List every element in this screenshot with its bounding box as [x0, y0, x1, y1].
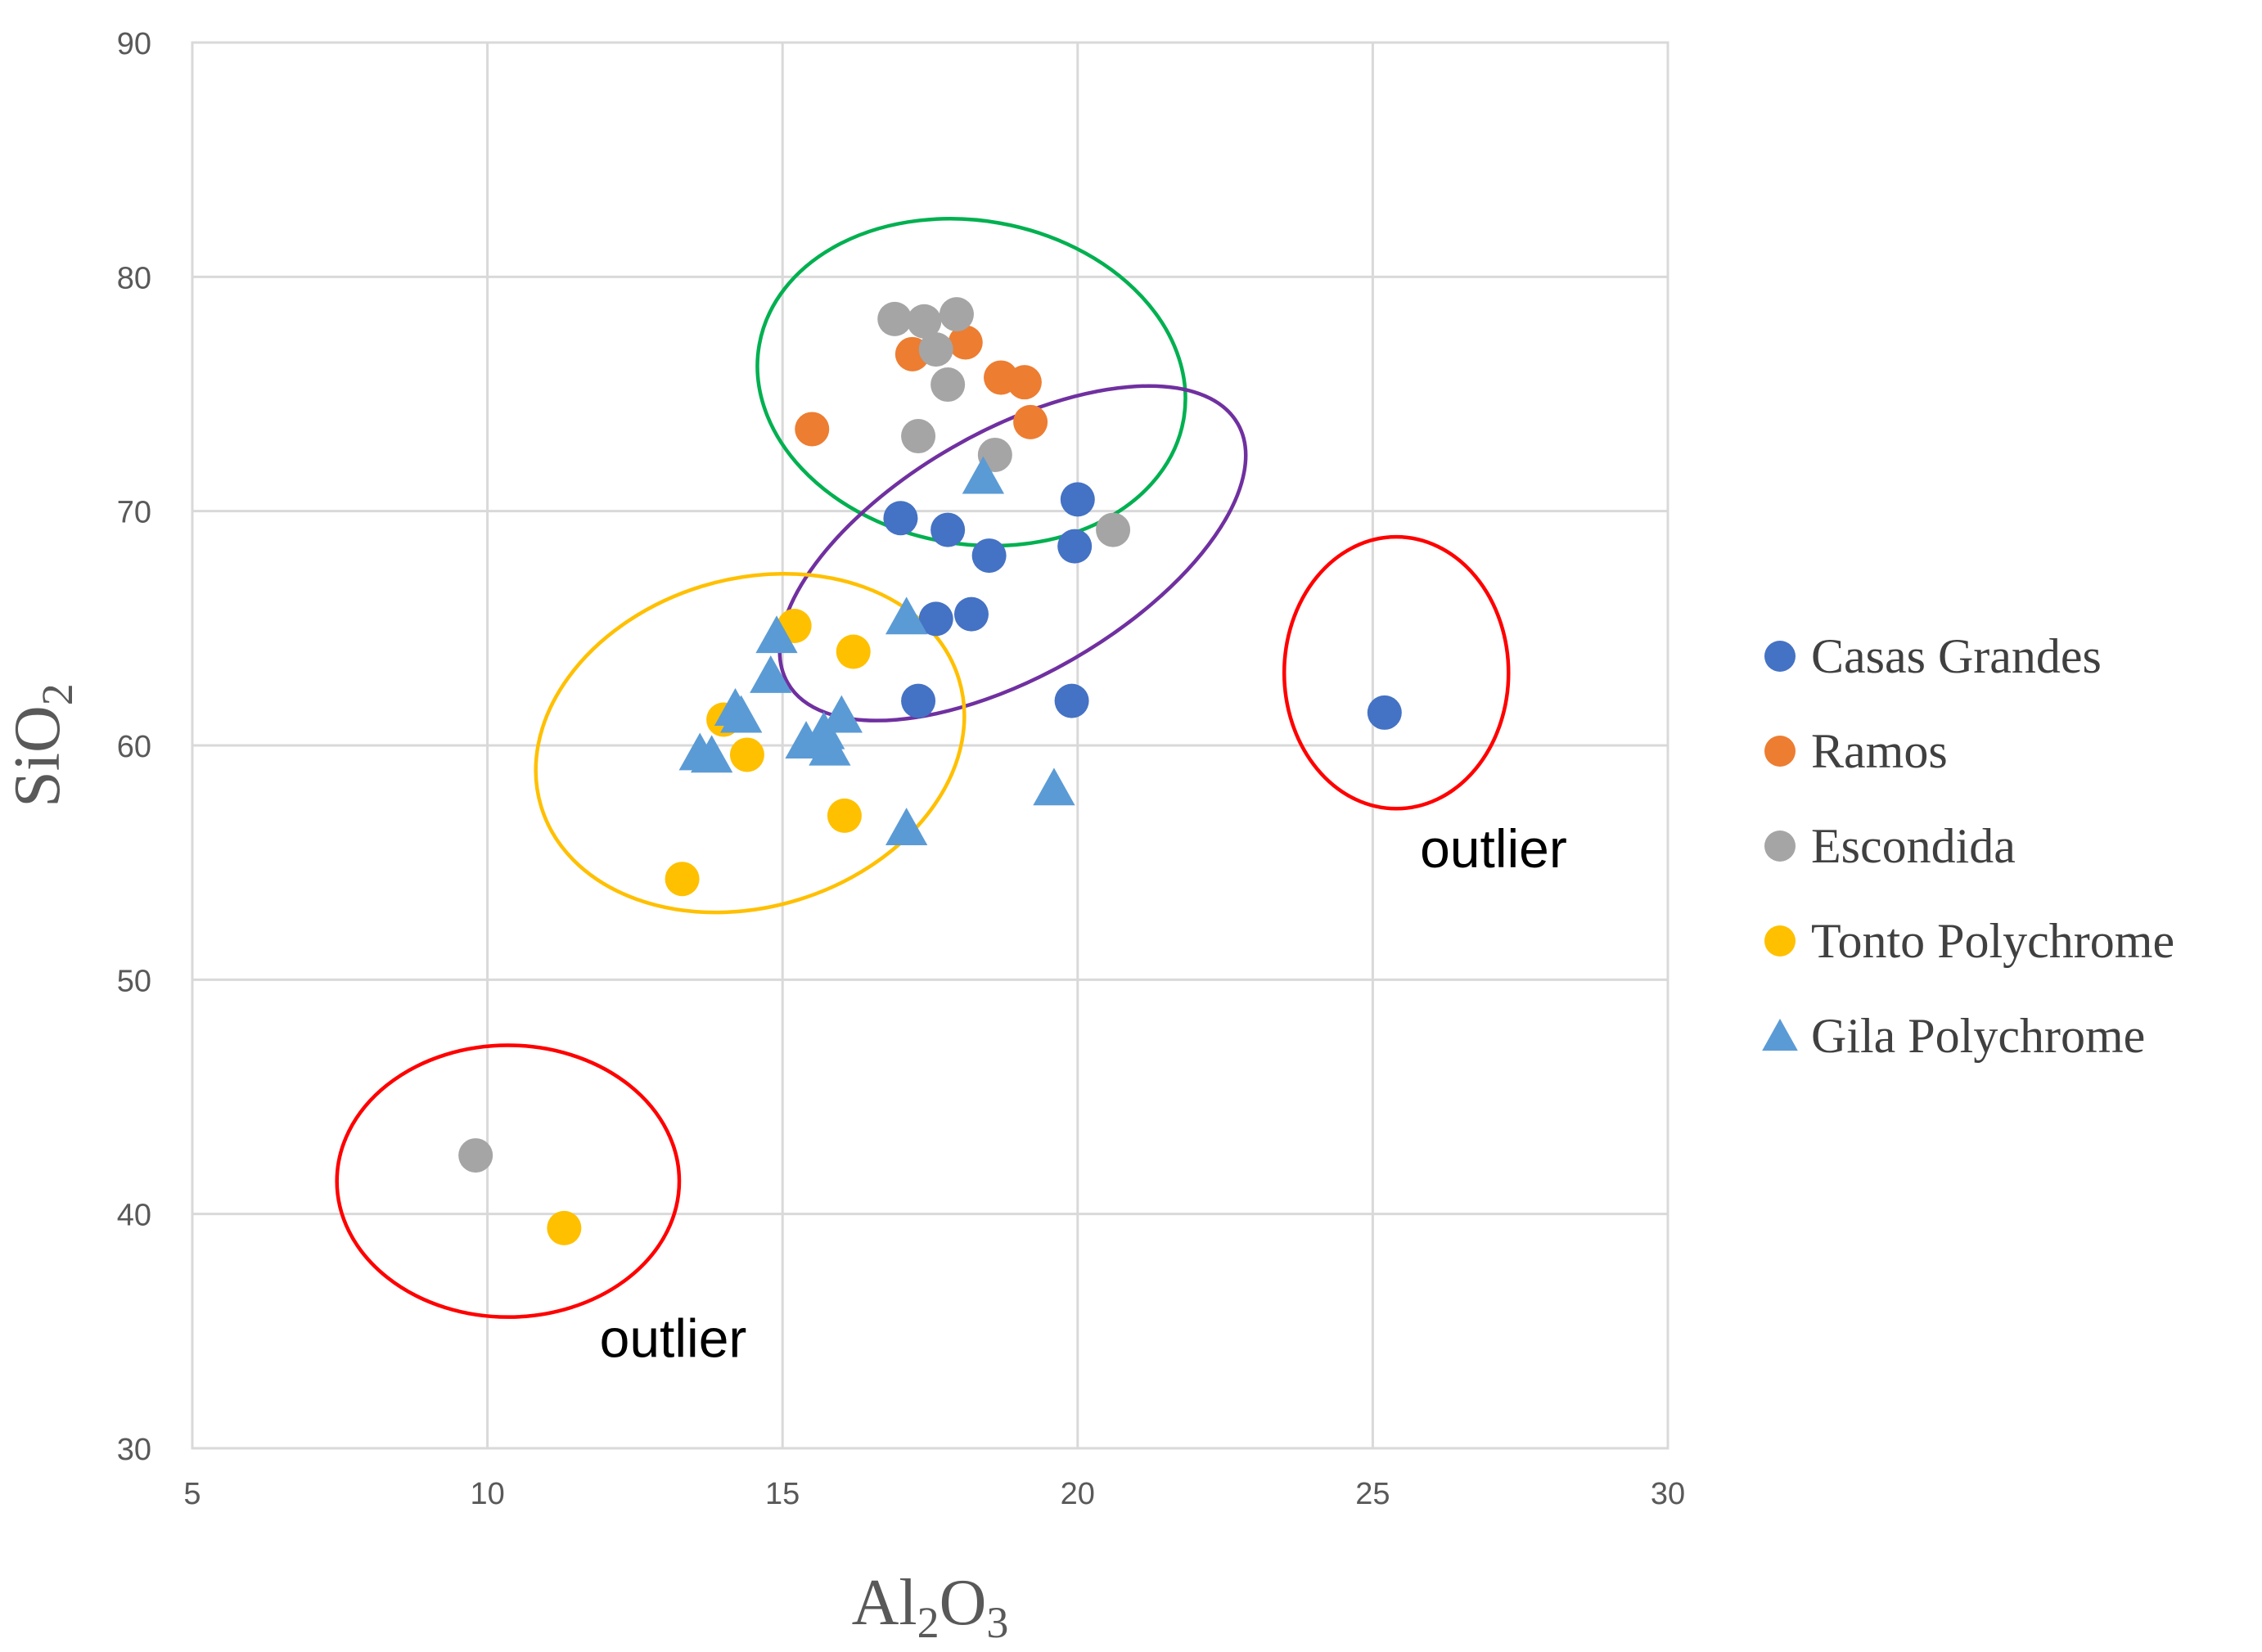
tonto-polychrome-point [836, 634, 871, 669]
gila-polychrome-point [885, 596, 928, 635]
x-tick-label: 10 [470, 1477, 504, 1511]
purple-cluster-ellipse [777, 384, 1248, 722]
legend-marker-tonto-polychrome [1764, 925, 1796, 957]
escondida-point [918, 332, 953, 367]
x-axis-title-part: O [939, 1567, 987, 1639]
gila-polychrome-point [785, 721, 827, 759]
gila-polychrome-point [809, 727, 851, 766]
tonto-polychrome-point [827, 798, 862, 833]
legend-label-ramos: Ramos [1811, 724, 1948, 778]
gila-polychrome-point [750, 655, 792, 693]
gila-polychrome-point [885, 808, 928, 845]
legend-marker-escondida [1764, 831, 1796, 862]
escondida-point [907, 304, 942, 339]
red-outlier-ellipse-right [1282, 534, 1511, 811]
ramos-point [1007, 365, 1042, 400]
outlier-label: outlier [1420, 818, 1567, 879]
plot-area-frame [191, 41, 1669, 1450]
escondida-point [1096, 512, 1131, 547]
chart-gridlines [191, 41, 1669, 1450]
casas-grandes-point [971, 538, 1007, 574]
y-axis-ticks: 30 40 50 60 70 80 90 [117, 27, 151, 1467]
x-axis-title-part: Al [852, 1567, 917, 1639]
x-tick-label: 5 [183, 1477, 201, 1511]
y-tick-label: 90 [117, 27, 151, 61]
outlier-label: outlier [600, 1308, 747, 1368]
x-axis-title-subscript: 2 [917, 1598, 939, 1647]
x-axis-ticks: 5 10 15 20 25 30 [183, 1477, 1685, 1511]
casas-grandes-point [1054, 683, 1089, 718]
legend-marker-ramos [1764, 736, 1796, 767]
escondida-point [901, 419, 936, 454]
legend-label-tonto-polychrome: Tonto Polychrome [1811, 914, 2174, 968]
y-tick-label: 40 [117, 1199, 151, 1233]
ramos-point [795, 412, 830, 447]
tonto-polychrome-point [547, 1210, 582, 1245]
gila-polychrome-point [720, 695, 763, 733]
x-axis-title-subscript: 3 [986, 1598, 1008, 1647]
casas-grandes-point [1057, 529, 1093, 564]
casas-grandes-point [930, 512, 966, 547]
legend-label-escondida: Escondida [1811, 819, 2016, 873]
x-tick-label: 30 [1651, 1477, 1685, 1511]
x-axis-title: Al2O3 [852, 1567, 1009, 1647]
y-tick-label: 50 [117, 964, 151, 998]
y-tick-label: 70 [117, 496, 151, 530]
casas-grandes-point [953, 596, 989, 632]
gila-polychrome-point [962, 456, 1005, 494]
legend: Casas Grandes Ramos Escondida Tonto Polychr… [1762, 629, 2174, 1063]
ramos-point [1013, 404, 1048, 439]
casas-grandes-point [901, 683, 936, 718]
x-tick-label: 25 [1355, 1477, 1390, 1511]
x-tick-label: 20 [1061, 1477, 1095, 1511]
casas-grandes-point [1367, 695, 1402, 730]
ramos-point [948, 325, 983, 360]
legend-label-gila-polychrome: Gila Polychrome [1811, 1009, 2145, 1063]
y-axis-title-part: SiO [2, 705, 74, 808]
outlier-annotations: outlier outlier [600, 818, 1567, 1368]
escondida-point [877, 301, 912, 336]
legend-marker-casas-grandes [1764, 641, 1796, 672]
y-tick-label: 30 [117, 1433, 151, 1467]
y-tick-label: 60 [117, 730, 151, 764]
escondida-point [939, 297, 974, 332]
green-cluster-ellipse [755, 217, 1187, 548]
casas-grandes-point [918, 601, 953, 637]
data-points [458, 297, 1402, 1245]
escondida-point [458, 1138, 493, 1173]
y-tick-label: 80 [117, 261, 151, 295]
y-axis-title: SiO2 [2, 683, 82, 808]
gila-polychrome-point [1033, 767, 1075, 806]
casas-grandes-point [1060, 482, 1095, 517]
gila-polychrome-point [691, 735, 733, 773]
tonto-polychrome-point [729, 737, 764, 772]
x-tick-label: 15 [765, 1477, 800, 1511]
legend-marker-gila-polychrome [1762, 1019, 1798, 1051]
red-outlier-ellipse-left [335, 1043, 682, 1319]
casas-grandes-point [883, 501, 918, 536]
gila-polychrome-point [755, 615, 798, 654]
tonto-polychrome-point [665, 862, 700, 897]
legend-label-casas-grandes: Casas Grandes [1811, 629, 2102, 683]
gila-polychrome-point [820, 695, 863, 733]
yellow-cluster-ellipse [534, 571, 967, 915]
y-axis-title-subscript: 2 [33, 683, 82, 705]
escondida-point [930, 367, 966, 403]
